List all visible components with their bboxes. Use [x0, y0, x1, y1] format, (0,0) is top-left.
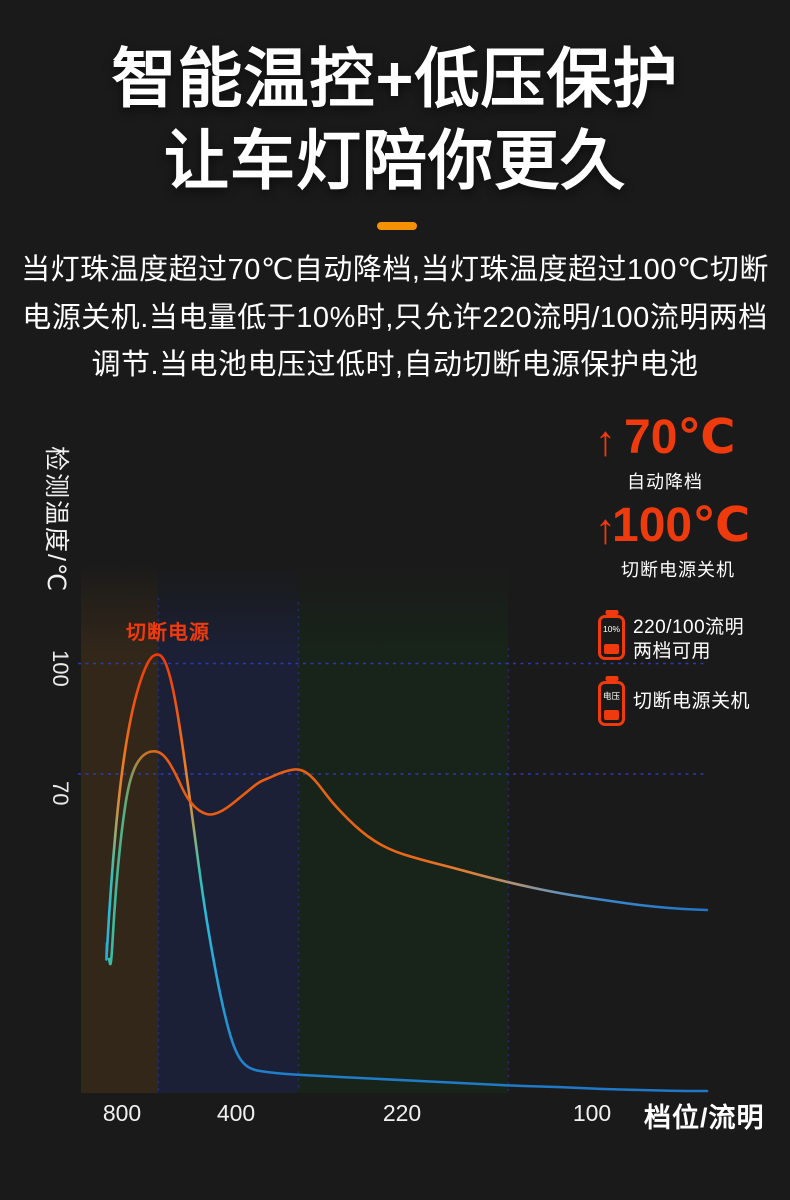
battery-inner-text: 电压 [602, 691, 620, 701]
cutoff-annotation: 切断电源 [126, 622, 210, 644]
battery-voltage-label-line: 切断电源关机 [633, 691, 751, 712]
y-axis-title: 检测温度/℃ [42, 446, 70, 594]
title-divider-dash [377, 222, 417, 230]
up-arrow-icon: ↑ [595, 417, 616, 464]
y-tick-70: 70 [48, 781, 73, 806]
description-line1: 当灯珠温度超过70℃自动降档,当灯珠温度超过100℃切断 [21, 254, 769, 286]
threshold-70-value: 70℃ [624, 411, 736, 464]
x-tick-800: 800 [102, 1100, 142, 1126]
y-tick-100: 100 [48, 650, 73, 687]
battery-voltage-icon: 电压 [598, 681, 625, 726]
x-tick-100: 100 [572, 1100, 612, 1126]
page-title-line1: 智能温控+低压保护 [111, 42, 679, 115]
description-line2: 电源关机.当电量低于10%时,只允许220流明/100流明两档 [22, 301, 768, 334]
battery-charge-bar [604, 710, 619, 720]
battery-inner-text: 10% [602, 624, 620, 634]
battery-low-label-line2: 两档可用 [633, 641, 712, 662]
x-axis-title: 档位/流明 [644, 1103, 765, 1133]
battery-10-percent-icon: 10% [598, 615, 625, 660]
battery-low-label: 220/100流明 两档可用 [633, 616, 744, 664]
battery-low-label-line1: 220/100流明 [633, 617, 745, 638]
battery-charge-bar [604, 644, 619, 654]
description-line3: 调节.当电池电压过低时,自动切断电源保护电池 [91, 349, 699, 381]
threshold-70-label: 自动降档 [627, 472, 703, 492]
x-tick-220: 220 [382, 1100, 422, 1126]
page-title-line2: 让车灯陪你更久 [163, 124, 626, 197]
page-title: 智能温控+低压保护 让车灯陪你更久 [0, 38, 790, 202]
up-arrow-icon: ↑ [595, 505, 616, 552]
threshold-100-value: 100℃ [612, 499, 751, 552]
x-tick-400: 400 [216, 1100, 256, 1126]
threshold-100-label: 切断电源关机 [621, 560, 735, 580]
description-paragraph: 当灯珠温度超过70℃自动降档,当灯珠温度超过100℃切断 电源关机.当电量低于1… [0, 247, 790, 390]
battery-voltage-label: 切断电源关机 [633, 690, 750, 714]
